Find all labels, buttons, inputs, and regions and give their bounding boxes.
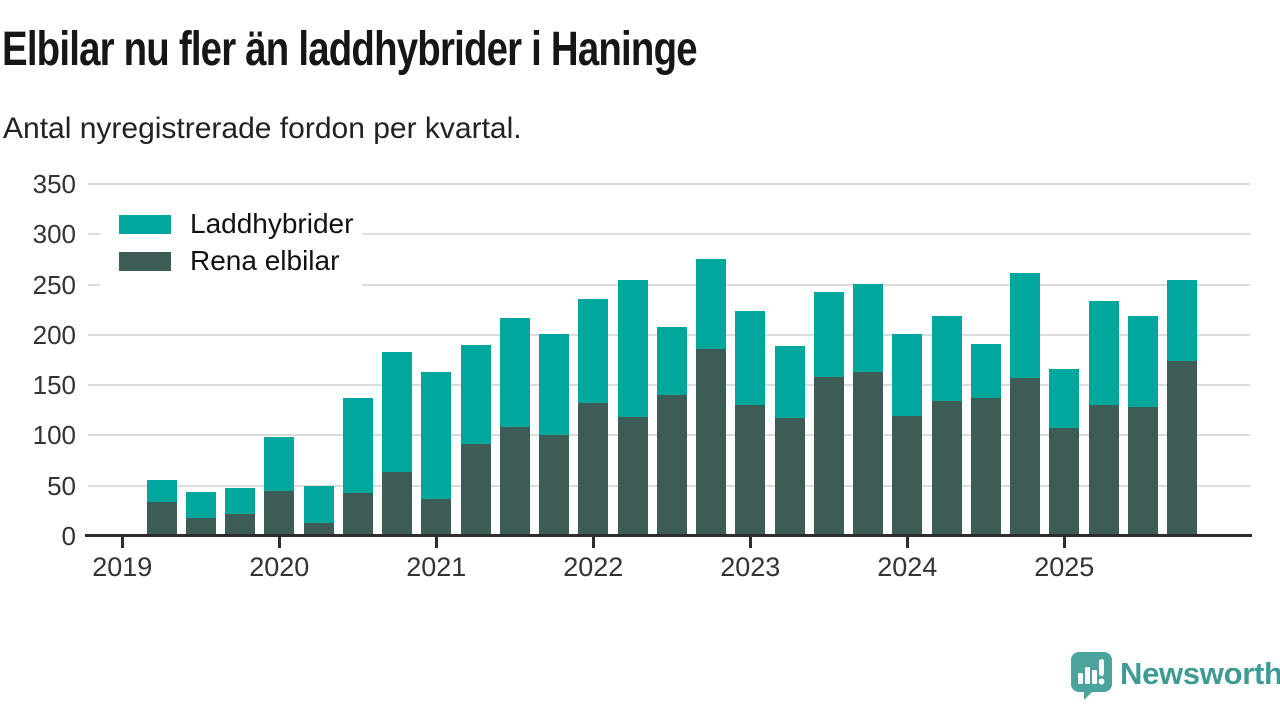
legend-swatch-laddhybrider — [119, 214, 171, 234]
bar-2023-q3-rena-elbilar — [813, 377, 844, 536]
legend-item-laddhybrider: Laddhybrider — [119, 208, 362, 239]
bar-2024-q4-laddhybrider — [1010, 272, 1040, 379]
bar-2019-q4-rena-elbilar — [225, 513, 255, 536]
x-axis-label-2025: 2025 — [1034, 552, 1095, 582]
x-axis-tick-2024 — [905, 537, 909, 548]
bar-2024-q3-laddhybrider — [970, 343, 1001, 399]
bar-2023-q4-laddhybrider — [853, 283, 883, 373]
x-axis-label-2022: 2022 — [563, 552, 624, 582]
bar-2022-q2-rena-elbilar — [617, 417, 648, 536]
bar-2022-q4-rena-elbilar — [696, 348, 726, 536]
bar-2025-q1-laddhybrider — [1049, 369, 1080, 429]
bar-2021-q4-laddhybrider — [539, 333, 569, 436]
bar-2023-q1-laddhybrider — [735, 310, 766, 406]
bar-2023-q3-laddhybrider — [813, 291, 844, 378]
newsworthy-brand-text: Newsworthy — [1120, 656, 1280, 691]
y-axis-label-350: 350 — [32, 169, 76, 199]
bar-2019-q4-laddhybrider — [225, 487, 255, 514]
x-axis-line — [85, 534, 1252, 537]
bar-2023-q1-rena-elbilar — [735, 405, 766, 536]
x-axis-label-2023: 2023 — [720, 552, 781, 582]
bar-2022-q3-rena-elbilar — [656, 395, 687, 536]
bar-2024-q4-rena-elbilar — [1010, 378, 1040, 536]
bar-2024-q2-rena-elbilar — [931, 401, 962, 536]
bar-2020-q3-rena-elbilar — [342, 492, 373, 536]
y-axis-label-250: 250 — [32, 269, 76, 300]
bar-2021-q3-rena-elbilar — [499, 427, 530, 536]
bar-2020-q1-laddhybrider — [264, 437, 295, 491]
legend-swatch-rena-elbilar — [119, 251, 171, 271]
bar-2021-q4-rena-elbilar — [539, 435, 569, 536]
x-axis-tick-2022 — [591, 537, 595, 548]
y-axis-label-150: 150 — [32, 370, 76, 401]
x-axis-label-2024: 2024 — [877, 552, 938, 582]
bar-2020-q2-rena-elbilar — [303, 522, 334, 536]
bar-2022-q3-laddhybrider — [656, 326, 687, 396]
bar-2021-q1-rena-elbilar — [421, 498, 452, 536]
chart-subtitle: Antal nyregistrerade fordon per kvartal. — [3, 112, 522, 145]
bar-2025-q4-laddhybrider — [1167, 279, 1197, 361]
legend-item-rena-elbilar: Rena elbilar — [119, 245, 362, 276]
x-axis-label-2021: 2021 — [406, 552, 467, 582]
bar-2023-q4-rena-elbilar — [853, 372, 883, 536]
x-axis-tick-2023 — [748, 537, 752, 548]
bar-2025-q2-rena-elbilar — [1088, 405, 1119, 536]
bar-2025-q3-laddhybrider — [1127, 315, 1158, 408]
bar-2023-q2-rena-elbilar — [774, 418, 805, 536]
gridline-350 — [88, 183, 1250, 185]
y-axis-label-200: 200 — [32, 319, 76, 350]
legend-label-rena-elbilar: Rena elbilar — [190, 245, 340, 276]
bar-2019-q2-rena-elbilar — [146, 501, 177, 536]
legend: Laddhybrider Rena elbilar — [100, 196, 362, 292]
bar-2020-q2-laddhybrider — [303, 485, 334, 523]
bar-2024-q1-laddhybrider — [892, 333, 923, 417]
x-axis-tick-2019 — [120, 537, 124, 548]
gridline-300 — [88, 233, 1250, 236]
bar-2020-q3-laddhybrider — [342, 398, 373, 493]
newsworthy-logo-icon — [1071, 652, 1112, 700]
x-axis-tick-2020 — [277, 537, 281, 548]
bar-2024-q3-rena-elbilar — [970, 398, 1001, 536]
bar-2025-q2-laddhybrider — [1088, 300, 1119, 406]
y-axis-label-50: 50 — [47, 470, 76, 501]
gridline-250 — [88, 283, 1250, 286]
bar-2022-q1-rena-elbilar — [578, 403, 609, 536]
x-axis-tick-2021 — [434, 537, 438, 548]
bar-2020-q4-laddhybrider — [382, 351, 412, 472]
bar-2021-q2-laddhybrider — [460, 344, 491, 445]
bar-2020-q1-rena-elbilar — [264, 490, 295, 536]
bar-2021-q2-rena-elbilar — [460, 444, 491, 536]
y-axis-label-100: 100 — [32, 420, 76, 451]
bar-2020-q4-rena-elbilar — [382, 471, 412, 536]
bar-2022-q1-laddhybrider — [578, 298, 609, 404]
x-axis-tick-2025 — [1062, 537, 1066, 548]
bar-2021-q1-laddhybrider — [421, 372, 452, 499]
bar-2023-q2-laddhybrider — [774, 345, 805, 419]
bar-2024-q1-rena-elbilar — [892, 416, 923, 536]
x-axis-label-2019: 2019 — [92, 552, 153, 582]
y-axis-label-300: 300 — [32, 219, 76, 250]
chart-title: Elbilar nu fler än laddhybrider i Haning… — [2, 23, 698, 76]
y-axis-label-0: 0 — [61, 521, 76, 551]
bar-2025-q1-rena-elbilar — [1049, 428, 1080, 536]
bar-2024-q2-laddhybrider — [931, 315, 962, 402]
newsworthy-brand: Newsworthy — [1071, 652, 1280, 700]
bar-2019-q3-laddhybrider — [185, 491, 216, 518]
bar-2022-q2-laddhybrider — [617, 279, 648, 418]
bar-2022-q4-laddhybrider — [696, 259, 726, 349]
legend-label-laddhybrider: Laddhybrider — [190, 208, 354, 239]
x-axis-label-2020: 2020 — [249, 552, 310, 582]
bar-2019-q3-rena-elbilar — [185, 517, 216, 536]
bar-2025-q3-rena-elbilar — [1127, 407, 1158, 536]
bar-2021-q3-laddhybrider — [499, 317, 530, 428]
bar-2019-q2-laddhybrider — [146, 479, 177, 502]
bar-2025-q4-rena-elbilar — [1167, 361, 1197, 536]
